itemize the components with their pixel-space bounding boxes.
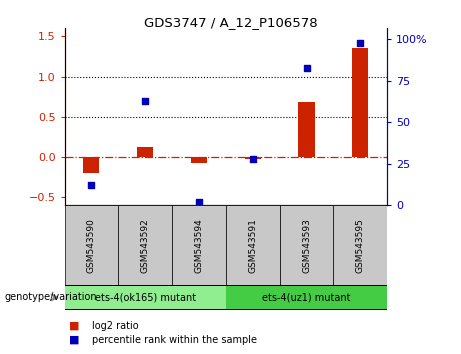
Bar bbox=[226, 286, 387, 308]
Bar bbox=[333, 205, 387, 285]
Text: ■: ■ bbox=[69, 321, 80, 331]
Text: GSM543594: GSM543594 bbox=[195, 218, 203, 273]
Text: percentile rank within the sample: percentile rank within the sample bbox=[92, 335, 257, 345]
Text: GSM543592: GSM543592 bbox=[141, 218, 150, 273]
Text: GSM543590: GSM543590 bbox=[87, 218, 96, 273]
Point bbox=[195, 199, 203, 205]
Text: log2 ratio: log2 ratio bbox=[92, 321, 139, 331]
Text: GSM543593: GSM543593 bbox=[302, 218, 311, 273]
Text: ets-4(ok165) mutant: ets-4(ok165) mutant bbox=[95, 292, 196, 302]
Bar bbox=[191, 157, 207, 163]
Bar bbox=[83, 157, 100, 173]
Bar bbox=[65, 286, 226, 308]
Text: ■: ■ bbox=[69, 335, 80, 345]
Point bbox=[357, 40, 364, 46]
Point bbox=[88, 183, 95, 188]
Text: genotype/variation: genotype/variation bbox=[5, 292, 97, 302]
Bar bbox=[352, 48, 368, 157]
Bar bbox=[226, 205, 280, 285]
Bar bbox=[245, 157, 261, 159]
Bar bbox=[137, 147, 153, 157]
Bar bbox=[172, 205, 226, 285]
Text: ets-4(uz1) mutant: ets-4(uz1) mutant bbox=[262, 292, 351, 302]
Bar bbox=[298, 102, 314, 157]
Point bbox=[142, 98, 149, 104]
Text: GSM543591: GSM543591 bbox=[248, 218, 257, 273]
Text: GSM543595: GSM543595 bbox=[356, 218, 365, 273]
Bar bbox=[280, 205, 333, 285]
Point bbox=[303, 65, 310, 70]
Text: GDS3747 / A_12_P106578: GDS3747 / A_12_P106578 bbox=[144, 16, 317, 29]
Point bbox=[249, 156, 256, 162]
Bar bbox=[118, 205, 172, 285]
Bar bbox=[65, 205, 118, 285]
